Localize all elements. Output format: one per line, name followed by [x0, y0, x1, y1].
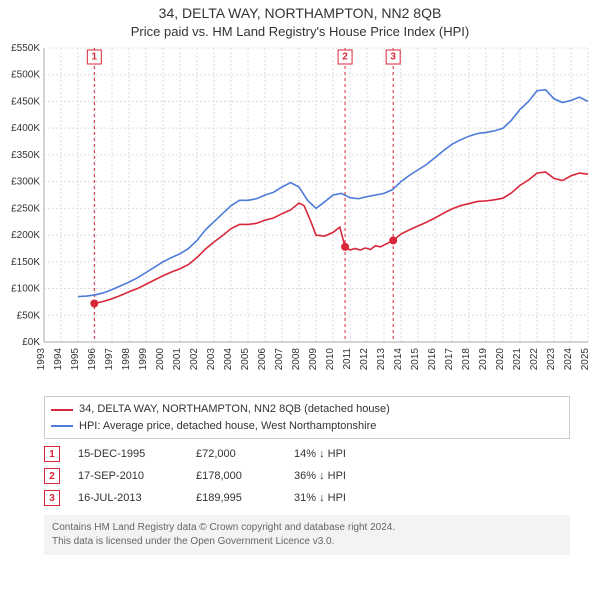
footer-line2: This data is licensed under the Open Gov…: [52, 535, 562, 549]
svg-text:1999: 1999: [138, 348, 149, 371]
svg-text:2013: 2013: [376, 348, 387, 371]
svg-text:2015: 2015: [410, 348, 421, 371]
svg-text:2004: 2004: [223, 348, 234, 371]
sale-relative-hpi: 14% ↓ HPI: [294, 448, 346, 460]
svg-text:2021: 2021: [512, 348, 523, 371]
svg-text:£550K: £550K: [11, 43, 40, 54]
svg-text:£100K: £100K: [11, 284, 40, 295]
sale-price: £72,000: [196, 448, 276, 460]
svg-text:2019: 2019: [478, 348, 489, 371]
svg-text:3: 3: [390, 52, 396, 63]
chart-area: £0K £50K £100K £150K £200K £250K £300K £350K £40…: [0, 40, 600, 390]
svg-text:2017: 2017: [444, 348, 455, 371]
sale-price: £189,995: [196, 492, 276, 504]
svg-text:£300K: £300K: [11, 177, 40, 188]
legend-row: HPI: Average price, detached house, West…: [51, 418, 563, 435]
svg-text:2007: 2007: [274, 348, 285, 371]
svg-text:2003: 2003: [206, 348, 217, 371]
svg-text:2000: 2000: [155, 348, 166, 371]
svg-text:£350K: £350K: [11, 150, 40, 161]
sale-date: 16-JUL-2013: [78, 492, 178, 504]
svg-text:2016: 2016: [427, 348, 438, 371]
legend-swatch: [51, 409, 73, 411]
sale-price: £178,000: [196, 470, 276, 482]
chart-title-block: 34, DELTA WAY, NORTHAMPTON, NN2 8QB Pric…: [0, 0, 600, 40]
sale-date: 17-SEP-2010: [78, 470, 178, 482]
svg-text:2012: 2012: [359, 348, 370, 371]
svg-text:2011: 2011: [342, 348, 353, 370]
svg-text:1: 1: [92, 52, 98, 63]
legend-label: 34, DELTA WAY, NORTHAMPTON, NN2 8QB (det…: [79, 401, 390, 418]
sale-badge: 2: [44, 468, 60, 484]
svg-text:2010: 2010: [325, 348, 336, 371]
svg-text:£400K: £400K: [11, 124, 40, 135]
svg-text:1998: 1998: [121, 348, 132, 371]
sale-row: 3 16-JUL-2013 £189,995 31% ↓ HPI: [44, 487, 570, 509]
svg-text:1997: 1997: [104, 348, 115, 371]
sale-row: 1 15-DEC-1995 £72,000 14% ↓ HPI: [44, 443, 570, 465]
svg-text:2018: 2018: [461, 348, 472, 371]
svg-text:£500K: £500K: [11, 70, 40, 81]
svg-text:2006: 2006: [257, 348, 268, 371]
svg-text:1993: 1993: [36, 348, 47, 371]
sale-date: 15-DEC-1995: [78, 448, 178, 460]
svg-text:2025: 2025: [580, 348, 591, 371]
svg-text:2008: 2008: [291, 348, 302, 371]
svg-text:2009: 2009: [308, 348, 319, 371]
legend-label: HPI: Average price, detached house, West…: [79, 418, 376, 435]
svg-text:2001: 2001: [172, 348, 183, 371]
svg-text:2020: 2020: [495, 348, 506, 371]
svg-text:2023: 2023: [546, 348, 557, 371]
sale-relative-hpi: 36% ↓ HPI: [294, 470, 346, 482]
chart-svg: £0K £50K £100K £150K £200K £250K £300K £350K £40…: [0, 40, 600, 390]
svg-text:2024: 2024: [563, 348, 574, 371]
svg-text:£450K: £450K: [11, 97, 40, 108]
svg-text:£200K: £200K: [11, 231, 40, 242]
legend-row: 34, DELTA WAY, NORTHAMPTON, NN2 8QB (det…: [51, 401, 563, 418]
footer-line1: Contains HM Land Registry data © Crown c…: [52, 521, 562, 535]
sale-rows: 1 15-DEC-1995 £72,000 14% ↓ HPI 2 17-SEP-2010…: [44, 443, 570, 509]
sale-row: 2 17-SEP-2010 £178,000 36% ↓ HPI: [44, 465, 570, 487]
svg-text:1995: 1995: [70, 348, 81, 371]
svg-text:2022: 2022: [529, 348, 540, 371]
svg-text:2014: 2014: [393, 348, 404, 371]
svg-text:1996: 1996: [87, 348, 98, 371]
svg-text:1994: 1994: [53, 348, 64, 371]
sale-badge: 3: [44, 490, 60, 506]
legend-box: 34, DELTA WAY, NORTHAMPTON, NN2 8QB (det…: [44, 396, 570, 439]
chart-title-sub: Price paid vs. HM Land Registry's House …: [0, 23, 600, 41]
svg-text:2002: 2002: [189, 348, 200, 371]
svg-text:£150K: £150K: [11, 257, 40, 268]
svg-text:2: 2: [342, 52, 348, 63]
svg-text:£0K: £0K: [22, 337, 40, 348]
sale-badge: 1: [44, 446, 60, 462]
svg-text:£50K: £50K: [17, 311, 41, 322]
chart-title-address: 34, DELTA WAY, NORTHAMPTON, NN2 8QB: [0, 4, 600, 23]
svg-text:£250K: £250K: [11, 204, 40, 215]
svg-text:2005: 2005: [240, 348, 251, 371]
legend-swatch: [51, 425, 73, 427]
footer-attribution: Contains HM Land Registry data © Crown c…: [44, 515, 570, 555]
sale-relative-hpi: 31% ↓ HPI: [294, 492, 346, 504]
